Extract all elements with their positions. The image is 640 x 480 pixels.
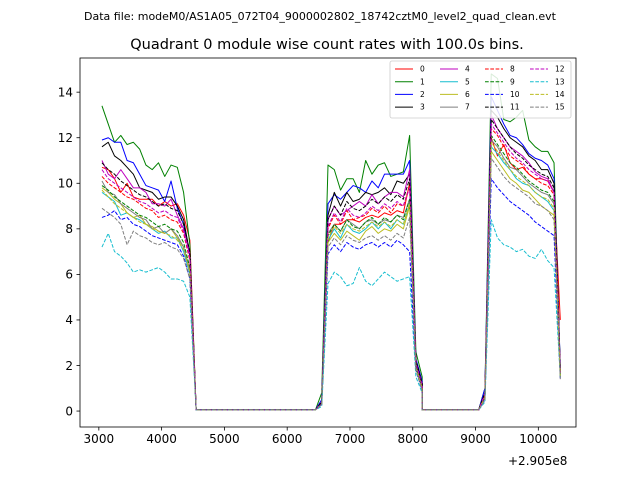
legend-label: 9: [510, 77, 515, 86]
chart-title: Quadrant 0 module wise count rates with …: [130, 37, 524, 53]
legend-label: 6: [465, 90, 470, 99]
y-tick-label: 8: [65, 222, 73, 236]
plot-area: [101, 73, 561, 411]
legend-label: 10: [510, 90, 520, 99]
series-line-14: [101, 141, 561, 411]
series-line-2: [101, 96, 561, 411]
axes-frame: [79, 57, 577, 428]
series-line-9: [101, 134, 561, 411]
legend-label: 12: [555, 65, 565, 74]
series-line-12: [101, 123, 561, 411]
axes: 3000 4000 5000 6000 7000 8000 9000 100000246810…: [58, 57, 577, 446]
x-tick-label: 8000: [397, 432, 428, 446]
legend-label: 3: [420, 103, 425, 112]
series-line-15: [101, 157, 561, 411]
x-offset-label: +2.905e8: [508, 454, 567, 468]
legend-label: 15: [555, 103, 565, 112]
legend-label: 1: [420, 77, 425, 86]
y-tick-label: 14: [58, 85, 73, 99]
x-tick-label: 3000: [84, 432, 115, 446]
x-tick-label: 5000: [209, 432, 240, 446]
y-tick-label: 10: [58, 177, 73, 191]
legend-label: 0: [420, 65, 425, 74]
legend-label: 13: [555, 77, 565, 86]
legend-label: 7: [465, 103, 470, 112]
series-group: [101, 73, 561, 411]
x-tick-label: 7000: [335, 432, 366, 446]
legend-label: 8: [510, 65, 515, 74]
data-file-label: Data file: modeM0/AS1A05_072T04_90000028…: [84, 10, 557, 23]
y-tick-label: 0: [65, 404, 73, 418]
legend-box: [389, 60, 572, 119]
legend-label: 5: [465, 77, 470, 86]
x-tick-label: 4000: [146, 432, 177, 446]
y-tick-label: 12: [58, 131, 73, 145]
y-tick-label: 4: [65, 313, 73, 327]
series-line-13: [101, 219, 561, 411]
x-tick-label: 9000: [460, 432, 491, 446]
x-tick-label: 10000: [519, 432, 557, 446]
series-line-11: [101, 119, 561, 411]
legend-label: 2: [420, 90, 425, 99]
legend-label: 11: [510, 103, 520, 112]
x-tick-label: 6000: [272, 432, 303, 446]
y-tick-label: 2: [65, 359, 73, 373]
legend-label: 14: [555, 90, 565, 99]
legend-label: 4: [465, 65, 470, 74]
y-tick-label: 6: [65, 268, 73, 282]
